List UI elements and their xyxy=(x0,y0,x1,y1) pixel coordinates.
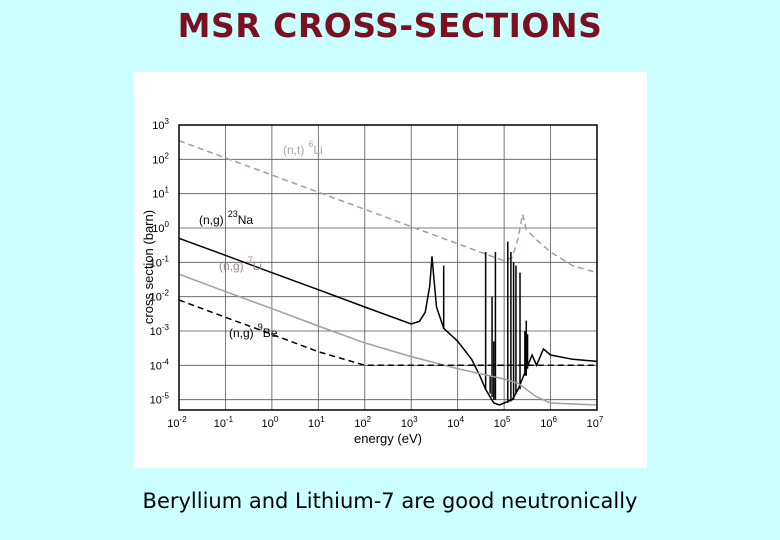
y-tick-label: 103 xyxy=(152,117,169,132)
y-tick-label: 102 xyxy=(152,151,169,166)
y-axis-label: cross section (barn) xyxy=(141,210,156,324)
x-tick-label: 107 xyxy=(587,415,604,430)
y-tick-label: 10-3 xyxy=(150,323,170,338)
y-tick-label: 101 xyxy=(152,186,169,201)
x-tick-label: 10-1 xyxy=(214,415,234,430)
chart-panel: (n,t) 6Li (n,g) 23Na (n,g) 7Li (n,g) 9Be 10-2 10… xyxy=(133,72,647,468)
series-labels: (n,t) 6Li (n,g) 23Na (n,g) 7Li (n,g) 9Be xyxy=(199,139,323,340)
y-tick-label: 10-4 xyxy=(150,357,170,372)
x-tick-label: 106 xyxy=(540,415,557,430)
series-label-li6: (n,t) 6Li xyxy=(283,139,323,157)
series-line-be9 xyxy=(178,299,597,367)
y-tick-label: 100 xyxy=(152,220,169,235)
y-tick-label: 10-1 xyxy=(150,254,170,269)
x-tick-label: 104 xyxy=(447,415,464,430)
cross-section-chart: (n,t) 6Li(n,g) 23Na(n,g) 7Li(n,g) 9Be 10-2 10… xyxy=(141,117,604,446)
series-line-li6 xyxy=(178,139,598,274)
series-layer xyxy=(178,139,598,406)
series-label-li7: (n,g) 7Li xyxy=(219,255,262,273)
series-label-be9: (n,g) 9Be xyxy=(229,322,278,340)
y-tick-label: 10-5 xyxy=(150,392,170,407)
x-tick-label: 105 xyxy=(494,415,511,430)
tick-labels: 10-2 10-1 100 101 102 103 104 105 106 107 103 102 10… xyxy=(150,117,604,430)
series-label-na23: (n,g) 23Na xyxy=(199,209,253,227)
x-tick-label: 100 xyxy=(262,415,279,430)
series-line-na23 xyxy=(178,237,598,406)
slide-title: MSR CROSS-SECTIONS xyxy=(177,6,603,45)
x-tick-label: 103 xyxy=(401,415,418,430)
x-tick-label: 102 xyxy=(354,415,371,430)
plot-frame xyxy=(178,124,598,411)
y-tick-label: 10-2 xyxy=(150,289,170,304)
slide-caption: Beryllium and Lithium-7 are good neutron… xyxy=(142,489,638,513)
x-tick-label: 10-2 xyxy=(167,415,187,430)
x-axis-label: energy (eV) xyxy=(354,431,422,446)
series-line-li7 xyxy=(178,273,598,406)
x-tick-label: 101 xyxy=(308,415,325,430)
